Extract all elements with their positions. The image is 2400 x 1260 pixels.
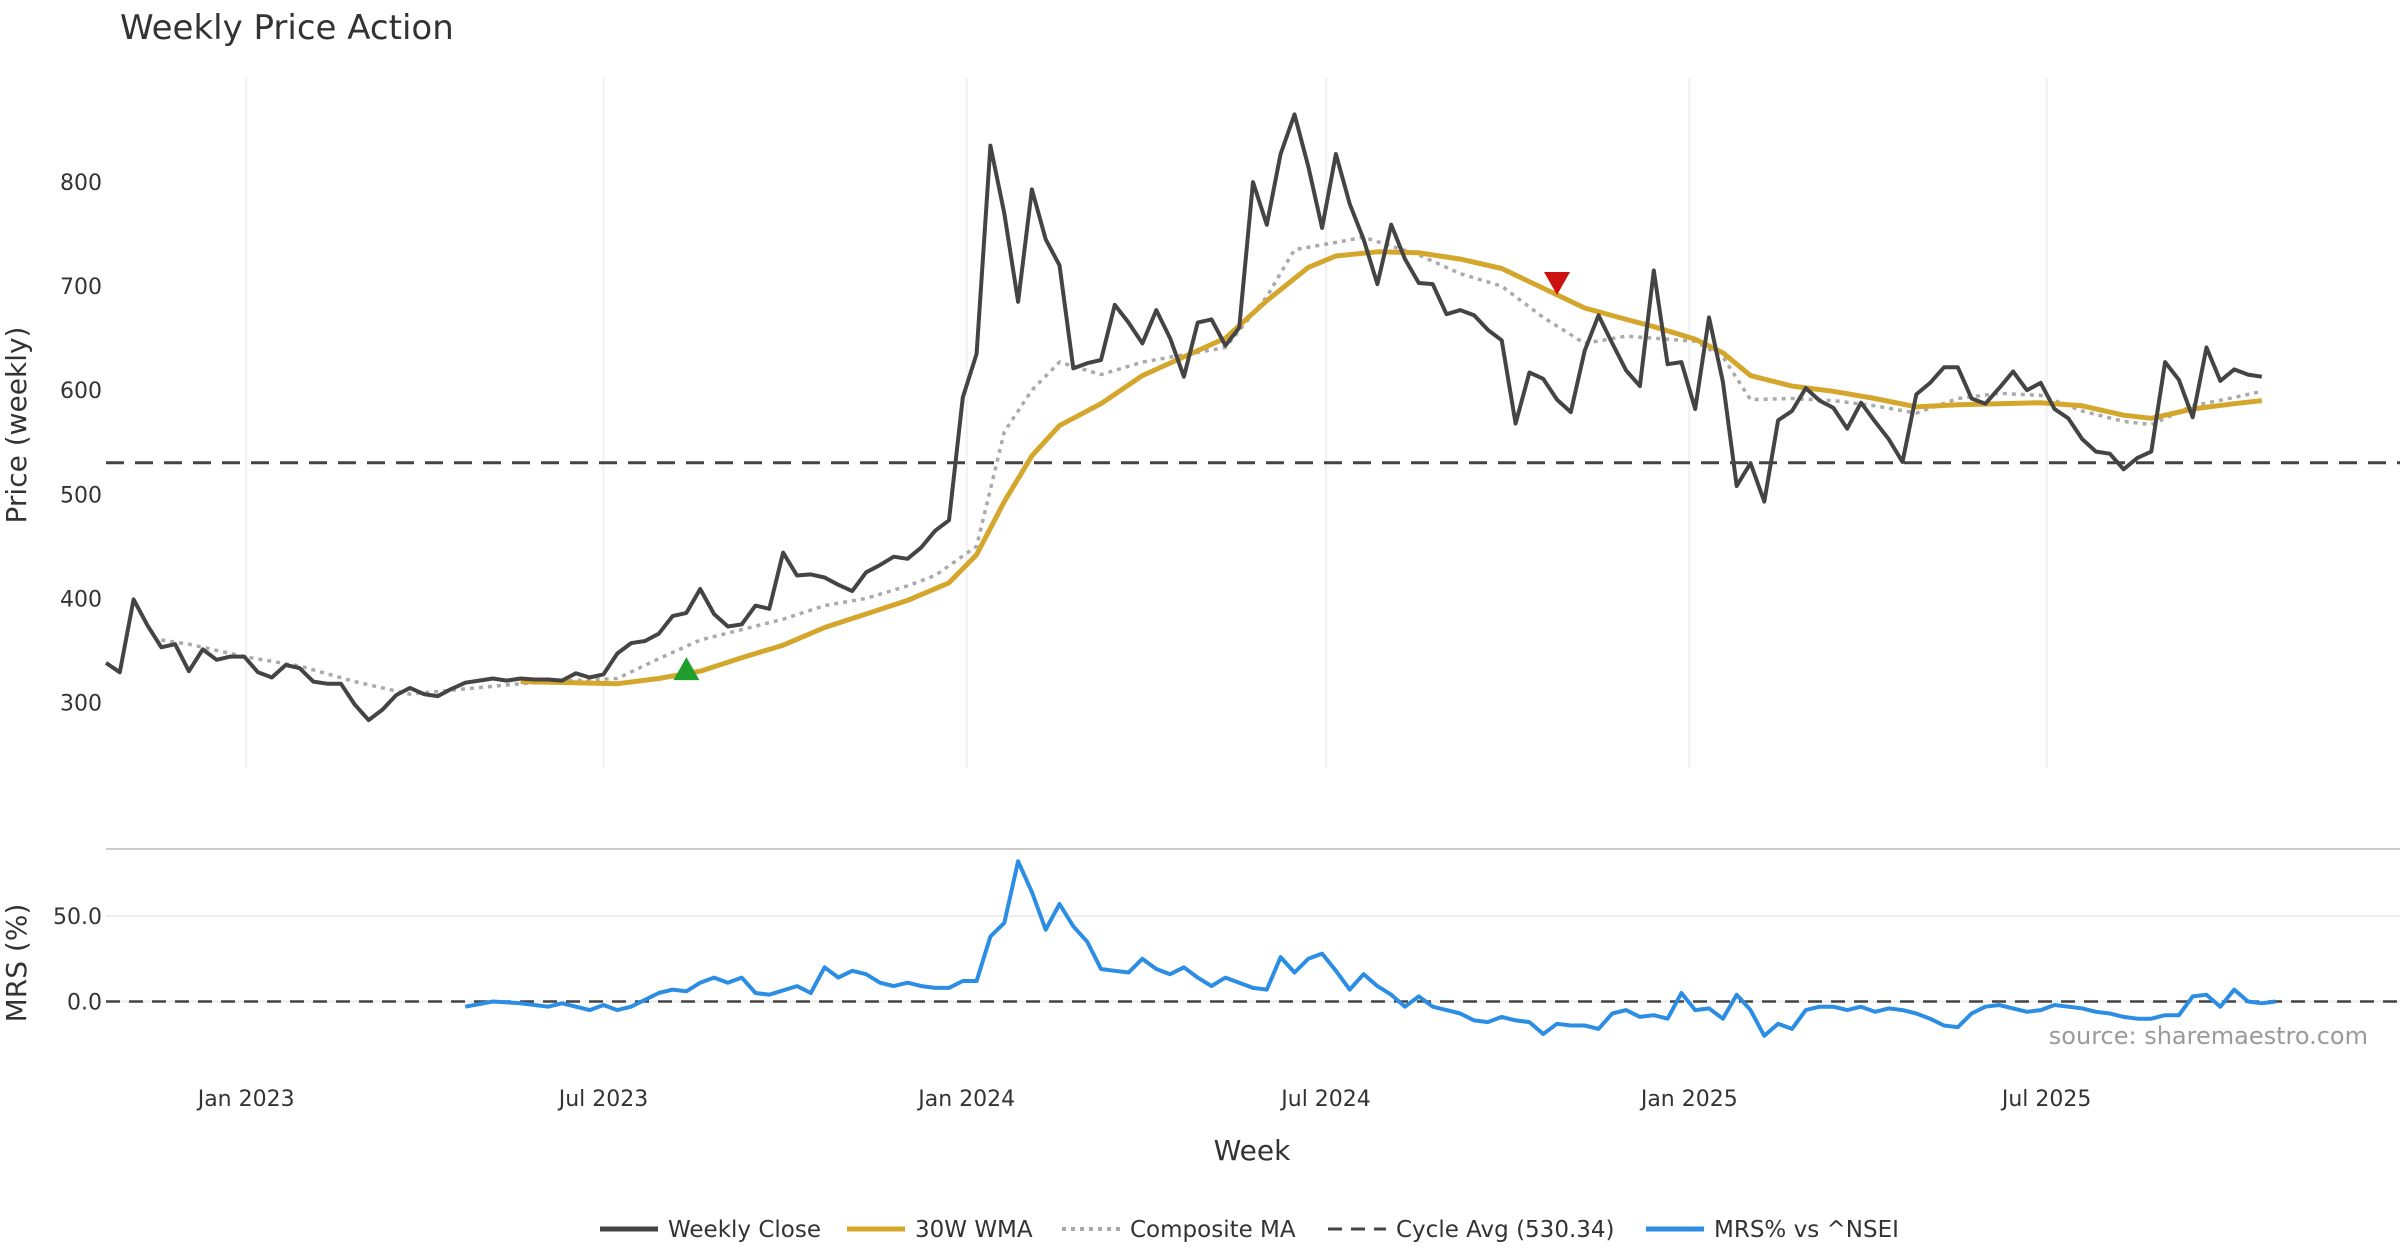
mrs-panel: 0.0 50.0 MRS (%) bbox=[0, 859, 2400, 1038]
mrs-y-tick-label: 50.0 bbox=[53, 905, 102, 930]
price-y-tick-label: 600 bbox=[60, 379, 102, 404]
legend: Weekly Close 30W WMA Composite MA Cycle Avg… bbox=[600, 1217, 1899, 1243]
price-y-tick-label: 500 bbox=[60, 483, 102, 508]
legend-label: 30W WMA bbox=[915, 1217, 1033, 1243]
price-grid bbox=[245, 78, 2048, 768]
mrs-axis-title: MRS (%) bbox=[0, 904, 33, 1023]
price-panel: 300 400 500 600 700 800 Price (weekly) bbox=[0, 78, 2400, 768]
source-note: source: sharemaestro.com bbox=[2049, 1022, 2368, 1050]
legend-label: Cycle Avg (530.34) bbox=[1396, 1217, 1615, 1243]
weekly-close-line bbox=[104, 112, 2263, 723]
legend-label: Composite MA bbox=[1130, 1217, 1296, 1243]
price-y-tick-label: 400 bbox=[60, 587, 102, 612]
x-tick-label: Jul 2024 bbox=[1279, 1087, 1371, 1112]
price-y-tick-label: 800 bbox=[60, 171, 102, 196]
price-y-tick-label: 700 bbox=[60, 275, 102, 300]
x-tick-label: Jan 2025 bbox=[1639, 1087, 1738, 1112]
sell-signal-marker bbox=[1544, 272, 1571, 296]
x-tick-label: Jul 2023 bbox=[557, 1087, 649, 1112]
price-axis-title: Price (weekly) bbox=[0, 327, 33, 524]
mrs-y-ticks: 0.0 50.0 bbox=[53, 905, 102, 1016]
x-axis-ticks: Jan 2023 Jul 2023 Jan 2024 Jul 2024 Jan 2025… bbox=[196, 1087, 2092, 1112]
x-tick-label: Jan 2023 bbox=[196, 1087, 295, 1112]
x-tick-label: Jan 2024 bbox=[916, 1087, 1015, 1112]
price-y-tick-label: 300 bbox=[60, 691, 102, 716]
mrs-y-tick-label: 0.0 bbox=[67, 991, 102, 1016]
legend-label: MRS% vs ^NSEI bbox=[1714, 1217, 1899, 1243]
composite-ma-line bbox=[161, 235, 2263, 696]
x-axis-title: Week bbox=[1214, 1134, 1291, 1167]
x-tick-label: Jul 2025 bbox=[2000, 1087, 2092, 1112]
mrs-line bbox=[464, 859, 2276, 1038]
chart-title: Weekly Price Action bbox=[120, 8, 454, 48]
buy-signal-marker bbox=[673, 657, 700, 681]
legend-label: Weekly Close bbox=[668, 1217, 821, 1243]
wma-30w-line bbox=[520, 249, 2263, 687]
price-y-ticks: 300 400 500 600 700 800 bbox=[60, 171, 102, 716]
